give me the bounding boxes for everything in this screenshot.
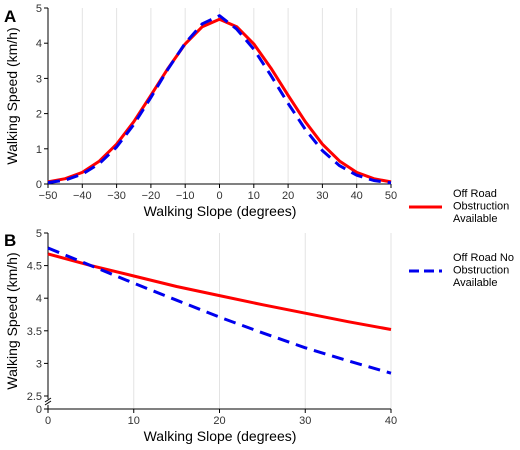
panel-b-lines [47, 246, 392, 375]
panel-b-xtick-label: 30 [299, 415, 311, 427]
panel-b-line-off-road-obstruction-available [47, 252, 392, 331]
panel-a-xtick-label: 20 [282, 190, 294, 202]
panel-b-ytick-label: 3 [36, 358, 42, 370]
panel-b-ytick-label: 3.5 [27, 326, 42, 338]
panel-a-ytick-label: 3 [36, 73, 42, 85]
panel-b-ytick-label: 5 [36, 228, 42, 240]
panel-b: B 0 10 20 30 40 02.5 3 3.5 4 4.5 5 Walking Slope (… [4, 228, 397, 444]
legend-label: Obstruction [453, 201, 509, 213]
panel-b-ytick-label: 2.5 [27, 391, 42, 403]
panel-a-xtick-label: −30 [107, 190, 126, 202]
panel-b-ticks: 0 10 20 30 40 02.5 3 3.5 4 4.5 5 [27, 228, 397, 427]
panel-b-xtick-label: 40 [385, 415, 397, 427]
panel-b-xtick-label: 10 [128, 415, 140, 427]
panel-a-grid [47, 8, 392, 184]
panel-a-xtick-label: 10 [248, 190, 260, 202]
panel-b-axis-break-mark [44, 397, 52, 403]
panel-a-xtick-label: 40 [351, 190, 363, 202]
panel-b-axis-break-mark [44, 400, 52, 406]
panel-a-ticks: −50 −40 −30 −20 −10 0 10 20 30 40 50 0 1 2 3 4 5 [36, 3, 397, 202]
legend-label: Available [453, 277, 497, 289]
panel-a-ylabel: Walking Speed (km/h) [4, 27, 20, 164]
panel-b-xtick-label: 0 [45, 415, 51, 427]
panel-b-ytick-label: 4.5 [27, 261, 42, 273]
panel-b-ytick-label: 0 [36, 404, 42, 416]
panel-a-ytick-label: 5 [36, 3, 42, 15]
legend-label: Available [453, 213, 497, 225]
panel-a-ytick-label: 0 [36, 179, 42, 191]
panel-b-ylabel: Walking Speed (km/h) [4, 252, 20, 389]
panel-a-xtick-label: 0 [216, 190, 222, 202]
panel-a-xtick-label: −20 [142, 190, 161, 202]
panel-a-xtick-label: −40 [73, 190, 92, 202]
panel-a-xtick-label: 30 [316, 190, 328, 202]
panel-a: A −50 −40 −30 −20 −10 0 10 20 30 40 50 0 1 2 3 4 5 Walki… [4, 3, 397, 219]
panel-letter-b: B [4, 231, 16, 250]
panel-a-xtick-label: −50 [39, 190, 58, 202]
panel-a-xlabel: Walking Slope (degrees) [144, 203, 297, 219]
panel-a-ytick-label: 4 [36, 38, 42, 50]
panel-a-lines [47, 14, 392, 185]
panel-b-ytick-label: 4 [36, 293, 42, 305]
panel-a-ytick-label: 1 [36, 144, 42, 156]
panel-a-xtick-label: 50 [385, 190, 397, 202]
panel-b-line-off-road-no-obstruction-available [47, 246, 392, 375]
panel-a-xtick-label: −10 [176, 190, 195, 202]
legend-label: Off Road [453, 188, 497, 200]
legend-label: Obstruction [453, 265, 509, 277]
legend-label: Off Road No [453, 252, 514, 264]
panel-a-line-off-road-no-obstruction-available [47, 14, 392, 185]
panel-letter-a: A [4, 7, 16, 26]
panel-b-xlabel: Walking Slope (degrees) [144, 428, 297, 444]
panel-b-xtick-label: 20 [213, 415, 225, 427]
panel-a-line-off-road-obstruction-available [47, 17, 392, 184]
panel-a-ytick-label: 2 [36, 109, 42, 121]
